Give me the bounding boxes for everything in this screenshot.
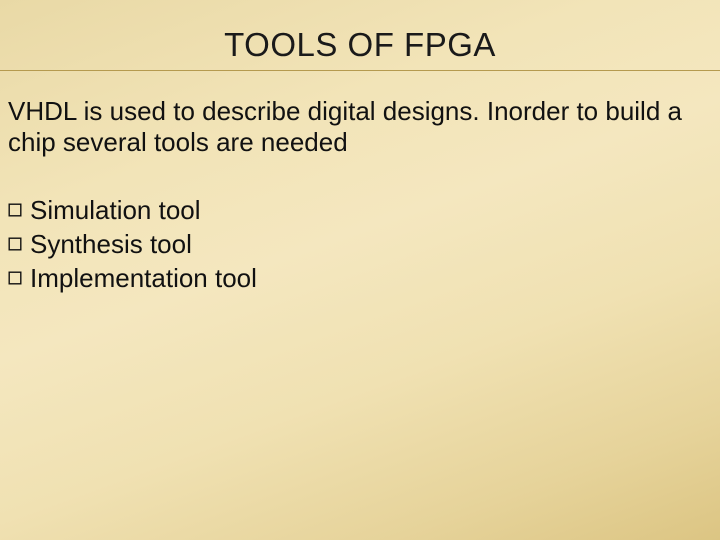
list-item: Simulation tool bbox=[8, 195, 706, 227]
slide-title: TOOLS OF FPGA bbox=[224, 26, 496, 66]
intro-paragraph: VHDL is used to describe digital designs… bbox=[8, 96, 706, 157]
title-underline bbox=[0, 70, 720, 71]
slide: TOOLS OF FPGA VHDL is used to describe d… bbox=[0, 0, 720, 540]
square-bullet-icon bbox=[8, 271, 22, 285]
square-bullet-icon bbox=[8, 203, 22, 217]
bullet-list: Simulation tool Synthesis tool Implement… bbox=[8, 195, 706, 294]
list-item-label: Simulation tool bbox=[30, 195, 201, 227]
title-area: TOOLS OF FPGA bbox=[0, 0, 720, 66]
list-item-label: Implementation tool bbox=[30, 263, 257, 295]
list-item: Implementation tool bbox=[8, 263, 706, 295]
body-area: VHDL is used to describe digital designs… bbox=[0, 66, 720, 295]
list-item-label: Synthesis tool bbox=[30, 229, 192, 261]
list-item: Synthesis tool bbox=[8, 229, 706, 261]
square-bullet-icon bbox=[8, 237, 22, 251]
